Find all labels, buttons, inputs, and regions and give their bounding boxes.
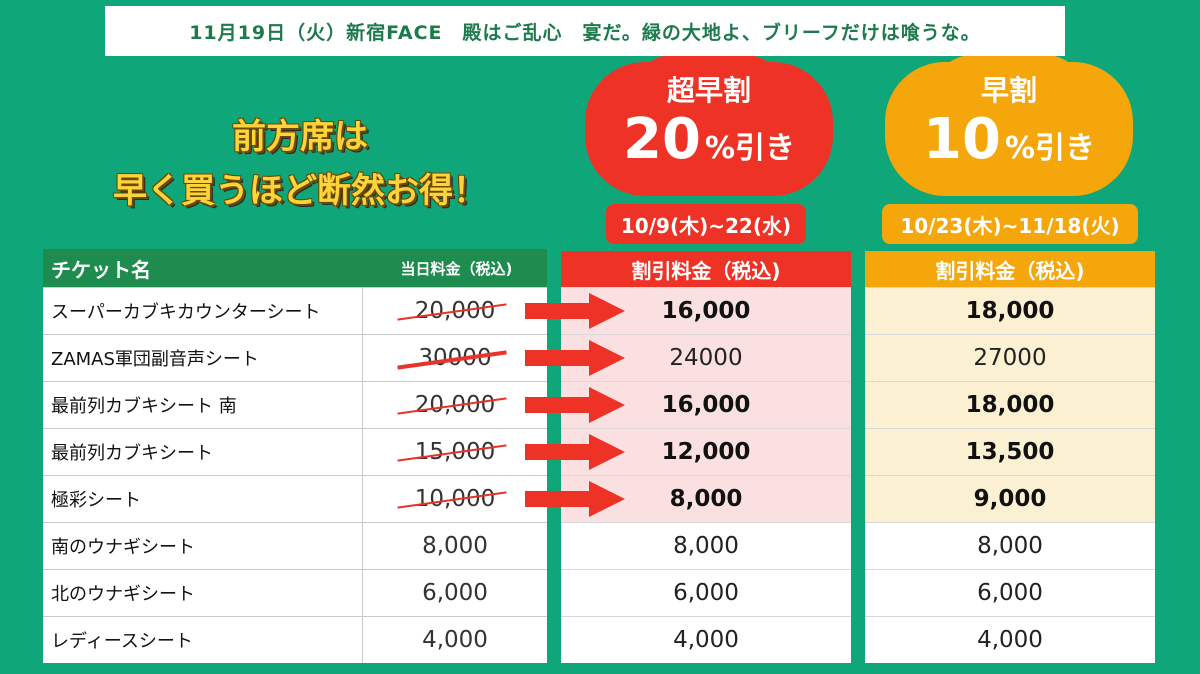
table-row: 南のウナギシート 8,000 [43,522,547,569]
table-row: ZAMAS軍団副音声シート 30000 [43,334,547,381]
super-early-period: 10/9(木)~22(水) [606,204,806,244]
super-early-percent: 20 [623,107,701,172]
early-title: 早割 [980,74,1037,107]
day-price: 20,000 [363,392,547,418]
early-period: 10/23(木)~11/18(火) [882,204,1138,244]
super-early-price: 16,000 [561,381,851,428]
table-header: チケット名 当日料金（税込) [43,249,547,287]
super-early-rate: 20 %引き [585,108,833,185]
table-row: 最前列カブキシート 南 20,000 [43,381,547,428]
super-early-price-column: 割引料金（税込) 16,000 24000 16,000 12,000 8,000 8,0… [561,251,851,663]
discount-arrow-icon [525,387,625,423]
early-price: 4,000 [865,616,1155,663]
ticket-price-table: チケット名 当日料金（税込) スーパーカブキカウンターシート 20,000 ZAMA… [43,249,547,663]
ticket-name: 最前列カブキシート 南 [43,382,363,428]
discount-arrow-icon [525,293,625,329]
day-price: 20,000 [363,298,547,324]
super-early-column-header: 割引料金（税込) [561,251,851,287]
day-price: 15,000 [363,439,547,465]
header-day-price: 当日料金（税込) [400,259,513,278]
ticket-name: レディースシート [43,617,363,663]
discount-arrow-icon [525,481,625,517]
ticket-name: 最前列カブキシート [43,429,363,475]
super-early-price: 8,000 [561,522,851,569]
early-price: 13,500 [865,428,1155,475]
early-price: 18,000 [865,287,1155,334]
early-suffix: %引き [1004,131,1095,166]
super-early-suffix: %引き [704,131,795,166]
event-banner: 11月19日（火）新宿FACE 殿はご乱心 宴だ。緑の大地よ、ブリーフだけは喰う… [105,6,1065,56]
early-price: 8,000 [865,522,1155,569]
super-early-price: 16,000 [561,287,851,334]
header-ticket-name: チケット名 [51,257,151,282]
super-early-price: 6,000 [561,569,851,616]
day-price: 8,000 [422,533,488,559]
table-row: 北のウナギシート 6,000 [43,569,547,616]
early-rate: 10 %引き [885,108,1133,185]
super-early-discount-badge: 超早割 20 %引き [585,54,833,196]
super-early-title: 超早割 [666,74,751,107]
early-price: 6,000 [865,569,1155,616]
early-price-column: 割引料金（税込) 18,000 27000 18,000 13,500 9,000 8,0… [865,251,1155,663]
early-column-header: 割引料金（税込) [865,251,1155,287]
early-price: 9,000 [865,475,1155,522]
slogan-line-2: 早く買うほど断然お得！ [113,171,487,211]
super-early-price: 24000 [561,334,851,381]
super-early-price: 4,000 [561,616,851,663]
table-row: 極彩シート 10,000 [43,475,547,522]
ticket-name: ZAMAS軍団副音声シート [43,335,363,381]
ticket-name: 極彩シート [43,476,363,522]
discount-arrow-icon [525,434,625,470]
ticket-name: 北のウナギシート [43,570,363,616]
table-row: 最前列カブキシート 15,000 [43,428,547,475]
day-price: 30000 [363,345,547,371]
early-price: 18,000 [865,381,1155,428]
early-percent: 10 [923,107,1001,172]
early-discount-badge: 早割 10 %引き [885,54,1133,196]
early-price: 27000 [865,334,1155,381]
day-price: 10,000 [363,486,547,512]
day-price: 4,000 [422,627,488,653]
ticket-name: スーパーカブキカウンターシート [43,288,363,334]
ticket-name: 南のウナギシート [43,523,363,569]
day-price: 6,000 [422,580,488,606]
discount-arrow-icon [525,340,625,376]
slogan: 前方席は 早く買うほど断然お得！ [40,110,560,218]
table-row: レディースシート 4,000 [43,616,547,663]
slogan-line-1: 前方席は [232,117,368,157]
table-row: スーパーカブキカウンターシート 20,000 [43,287,547,334]
